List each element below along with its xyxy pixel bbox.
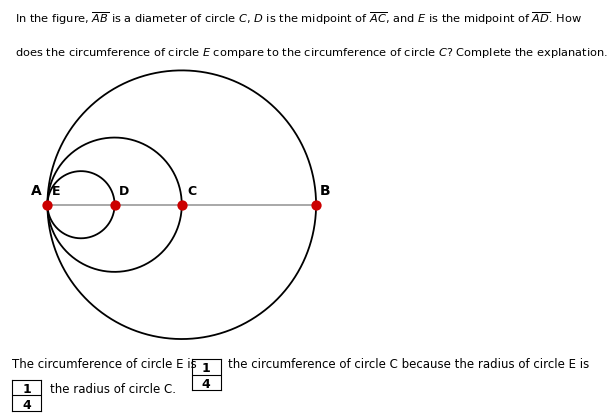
Text: C: C: [187, 184, 196, 197]
Text: E: E: [52, 184, 60, 197]
Point: [177, 202, 187, 209]
Text: D: D: [119, 184, 129, 197]
Text: B: B: [320, 183, 331, 197]
Text: the radius of circle C.: the radius of circle C.: [50, 382, 176, 395]
Point: [43, 202, 52, 209]
Text: 1: 1: [22, 382, 31, 395]
Point: [311, 202, 321, 209]
Text: The circumference of circle E is: The circumference of circle E is: [12, 357, 197, 370]
Text: A: A: [32, 183, 42, 197]
Text: the circumference of circle C because the radius of circle E is: the circumference of circle C because th…: [228, 357, 589, 370]
Text: 1: 1: [202, 361, 210, 375]
Text: 4: 4: [202, 377, 210, 390]
Point: [109, 202, 119, 209]
Text: 4: 4: [22, 398, 31, 411]
Text: does the circumference of circle $E$ compare to the circumference of circle $C$?: does the circumference of circle $E$ com…: [15, 46, 608, 59]
Text: In the figure, $\overline{AB}$ is a diameter of circle $C$, $D$ is the midpoint : In the figure, $\overline{AB}$ is a diam…: [15, 11, 582, 27]
